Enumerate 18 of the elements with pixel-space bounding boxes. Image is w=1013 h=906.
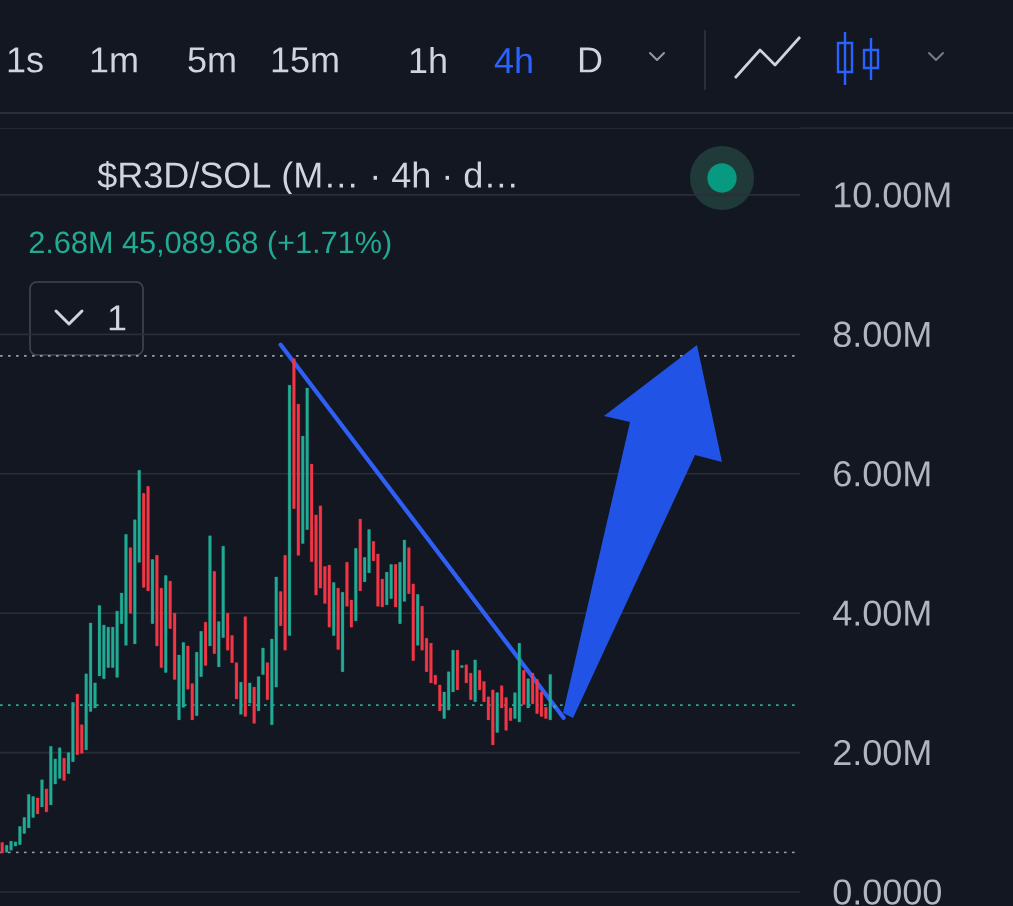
text: 1h [410, 46, 446, 74]
text: $R3D/SOL (M… · 4h · d… [97, 160, 515, 196]
y-tick-label: 10.00M [835, 182, 950, 208]
candlestick [44, 788, 48, 813]
text: 1m [91, 47, 137, 73]
text: 4h [494, 46, 532, 74]
text: 2.68M 45,089.68 (+1.71%) [29, 230, 391, 260]
text: 5m [188, 47, 235, 73]
text: 1s [8, 47, 43, 73]
y-tick-label: 4.00M [833, 600, 930, 626]
y-tick-label: 0.0000 [833, 879, 941, 905]
text: D [579, 47, 602, 73]
text: 15m [272, 47, 338, 73]
annotation: 1 [109, 305, 126, 331]
y-tick-label: 2.00M [834, 739, 930, 766]
y-tick-label: 6.00M [834, 461, 930, 487]
candlestick [62, 757, 66, 782]
y-tick-label: 8.00M [833, 321, 930, 348]
